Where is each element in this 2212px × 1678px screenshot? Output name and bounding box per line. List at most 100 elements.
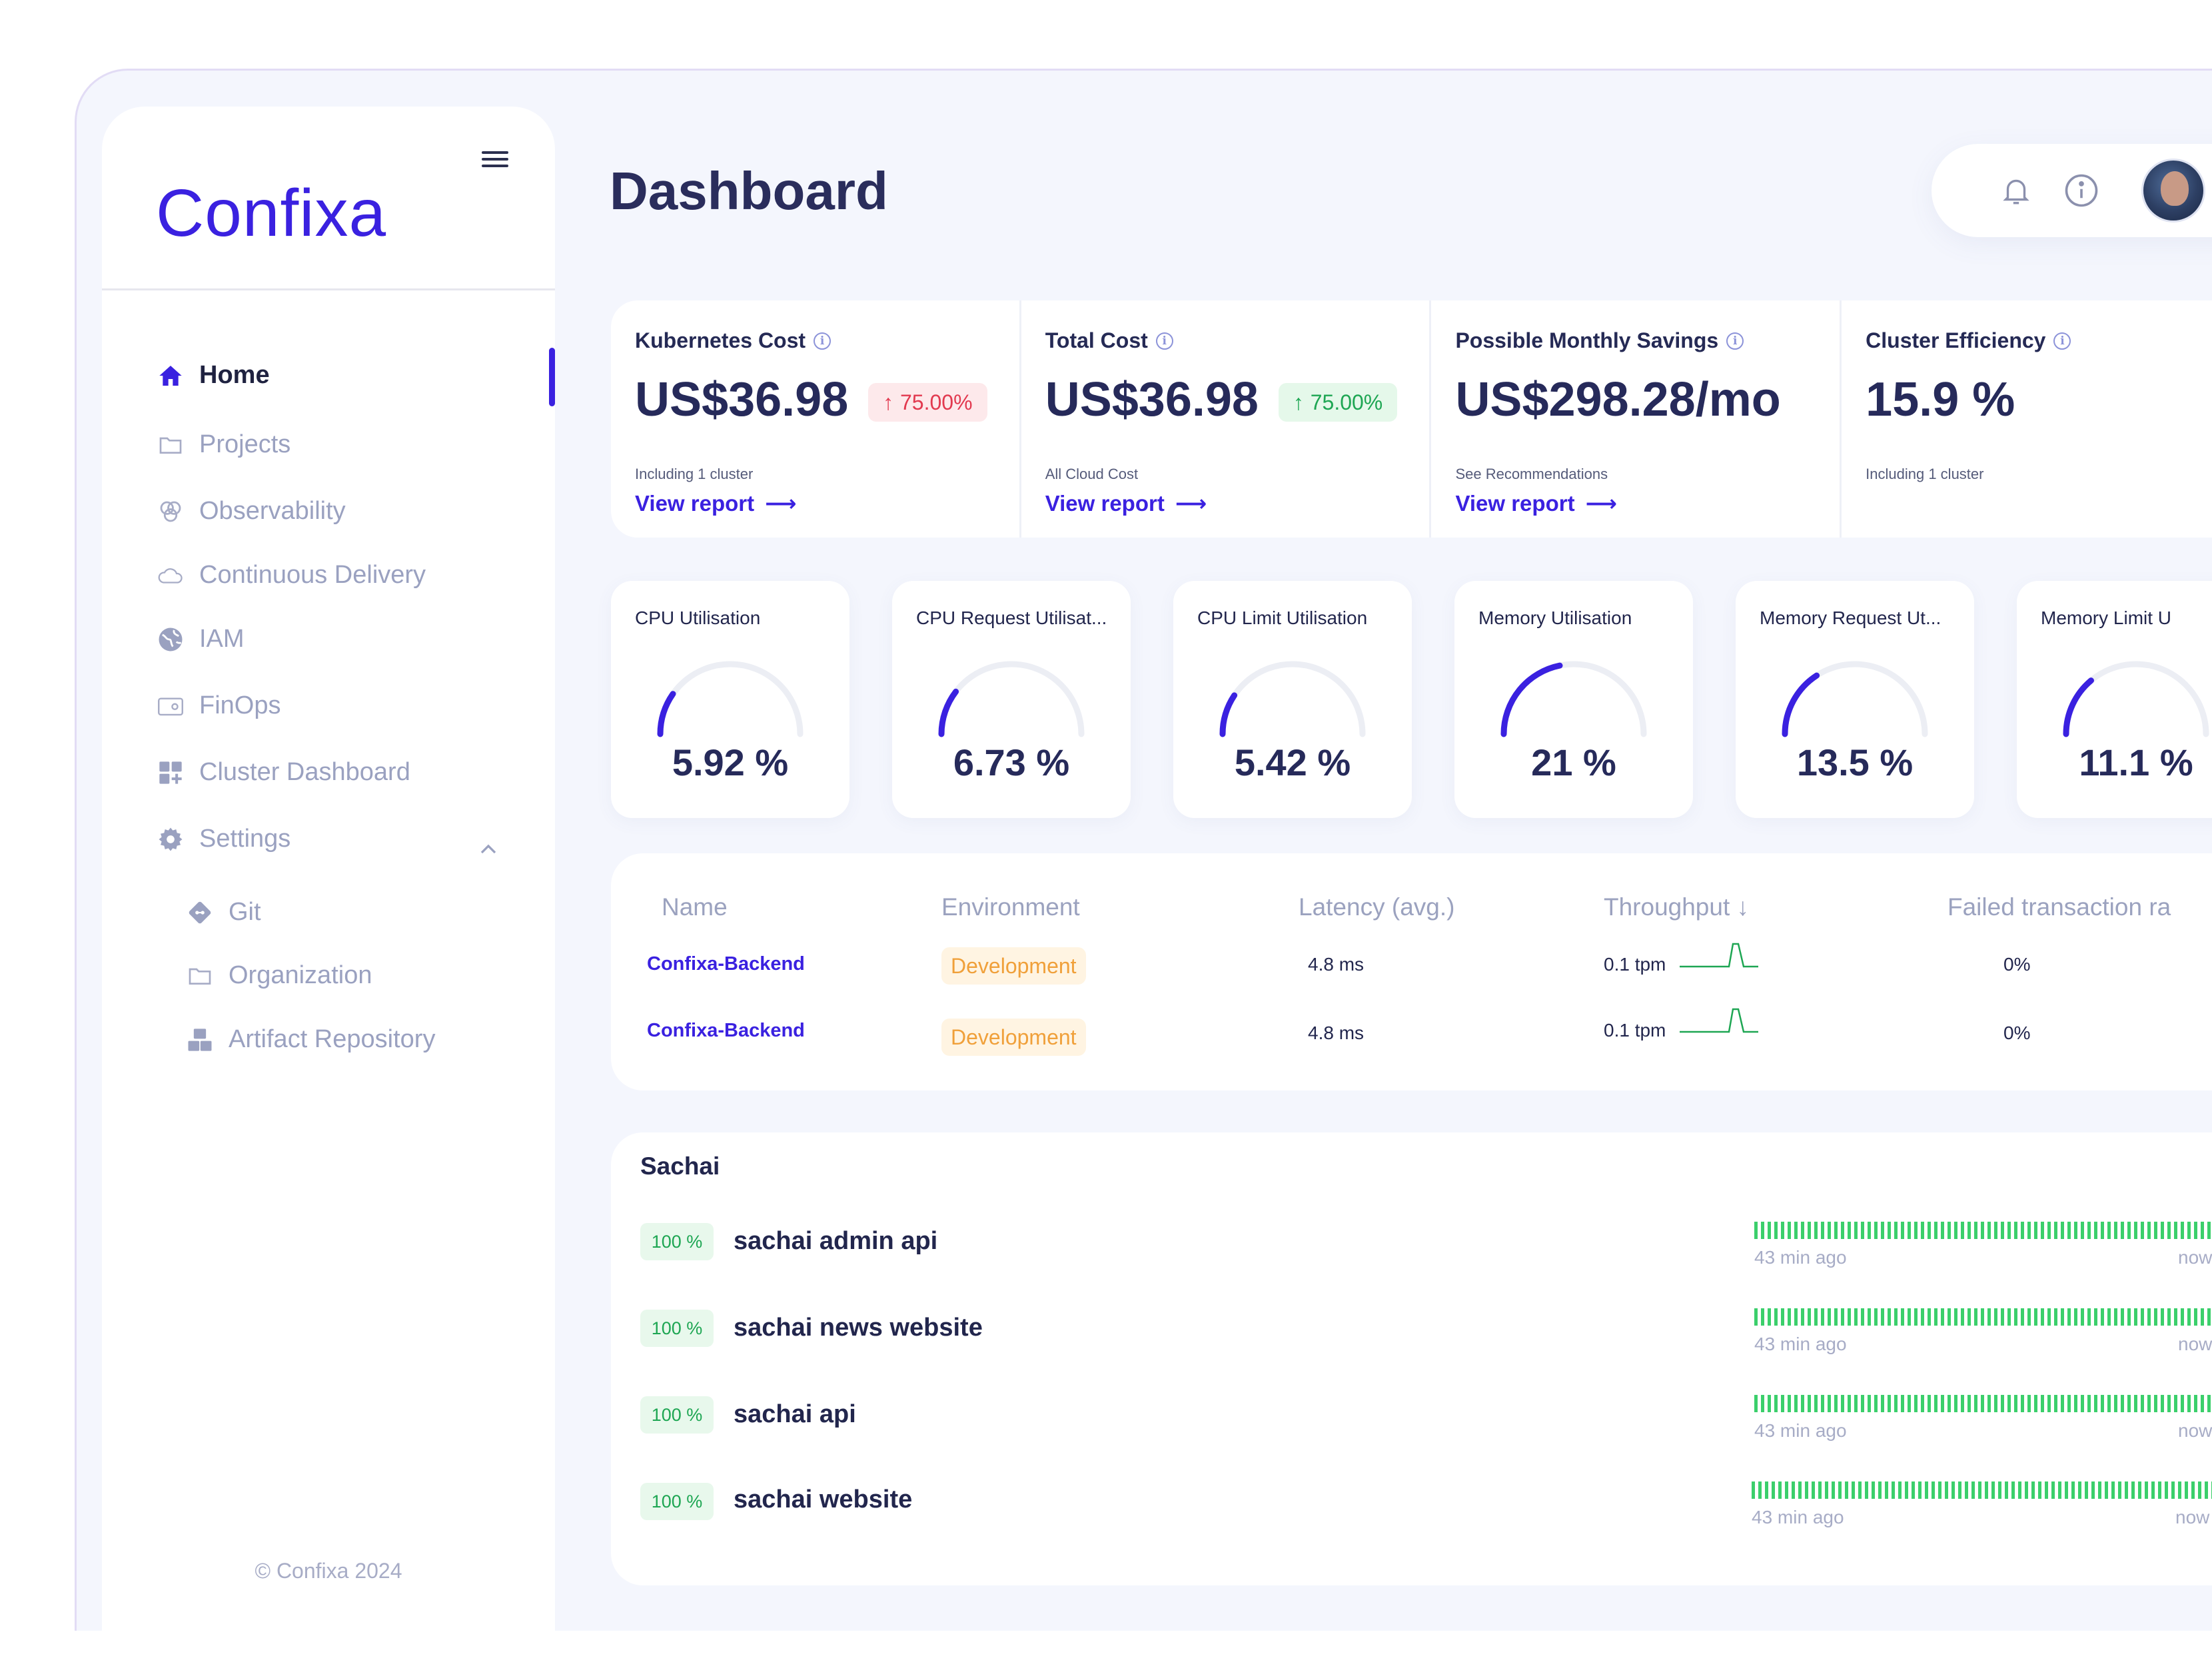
gauge-card: CPU Utilisation 5.92 % [611,581,849,818]
sidebar-item-cluster-dashboard[interactable]: Cluster Dashboard [157,758,410,787]
card-title-text: Total Cost [1045,328,1148,352]
gauge-value: 6.73 % [953,741,1070,783]
throughput-value: 0.1 tpm [1604,1020,1666,1041]
git-icon [186,899,214,927]
gauge-card: Memory Utilisation 21 % [1454,581,1693,818]
info-icon[interactable] [2063,173,2099,209]
column-header-environment[interactable]: Environment [941,893,1080,921]
arrow-right-icon: ⟶ [1585,491,1617,516]
bell-icon[interactable] [1999,174,2033,207]
arrow-up-icon: ↑ [883,390,893,414]
sidebar-item-iam[interactable]: IAM [157,625,245,653]
info-icon[interactable]: i [1155,332,1173,350]
gauge-fill-arc [2063,677,2094,737]
card-value: US$36.98 [1045,373,1259,426]
service-name-link[interactable]: Confixa-Backend [647,953,805,975]
gauge-title: CPU Utilisation [635,608,761,628]
project-title: Sachai [640,1152,720,1180]
card-title-text: Possible Monthly Savings [1455,328,1719,352]
sidebar-item-finops[interactable]: FinOps [157,691,280,720]
folder-icon [157,431,185,459]
footer-copyright: © Confixa 2024 [102,1559,555,1583]
view-report-link[interactable]: View report ⟶ [635,490,796,516]
failed-rate-value: 0% [2003,954,2031,975]
card-subtitle: All Cloud Cost [1045,466,1139,482]
gauge-title: Memory Limit U [2041,608,2172,628]
info-icon[interactable]: i [2053,332,2071,350]
gauge-value: 21 % [1531,741,1616,783]
arrow-right-icon: ⟶ [765,491,797,516]
card-value: US$36.98 [635,373,849,426]
column-header-failed-transactions[interactable]: Failed transaction ra [1947,893,2171,921]
column-header-name[interactable]: Name [662,893,728,921]
time-end: now [2178,1334,2212,1354]
sidebar-item-projects[interactable]: Projects [157,430,290,459]
sidebar-subitem-artifact-repository[interactable]: Artifact Repository [186,1025,435,1054]
sidebar-divider [102,288,555,290]
info-icon[interactable]: i [1726,332,1744,350]
service-name-link[interactable]: Confixa-Backend [647,1020,805,1041]
avatar[interactable] [2141,159,2205,222]
cloud-icon [157,562,185,590]
link-text: View report [1045,490,1165,516]
uptime-bars [1754,1395,2212,1412]
gear-icon [157,825,185,853]
page-title: Dashboard [610,161,888,220]
gauge-card: Memory Limit U 11.1 % [2017,581,2212,818]
app-logo[interactable]: Confixa [156,176,387,250]
time-start: 43 min ago [1752,1507,1844,1527]
uptime-bars [1754,1308,2212,1326]
time-end: now [2175,1507,2210,1527]
service-name: sachai news website [734,1314,983,1342]
view-report-link[interactable]: View report ⟶ [1455,490,1616,516]
service-name: sachai api [734,1400,856,1428]
throughput-sparkline [1680,1008,1758,1033]
card-title: Kubernetes Cost i [635,328,831,353]
throughput-value: 0.1 tpm [1604,954,1666,975]
latency-value: 4.8 ms [1308,954,1365,975]
card-title: Cluster Efficiency i [1866,328,2071,353]
card-value: 15.9 % [1866,373,2015,426]
gauge-fill-arc [1782,672,1820,737]
card-title-text: Kubernetes Cost [635,328,806,352]
change-badge: ↑ 75.00% [1278,383,1398,422]
uptime-monitor: Sachai 100 % sachai admin api 43 min ago… [611,1132,2212,1585]
view-report-link[interactable]: View report ⟶ [1045,490,1207,516]
app-window: Confixa Home Projects Observability [75,69,2212,1631]
change-badge: ↑ 75.00% [868,383,987,422]
sidebar-item-continuous-delivery[interactable]: Continuous Delivery [157,561,426,590]
sidebar-item-home[interactable]: Home [157,361,270,390]
sidebar: Confixa Home Projects Observability [102,107,555,1631]
chevron-up-icon[interactable] [475,836,502,863]
sidebar-subitem-git[interactable]: Git [186,898,261,927]
gauge-arc [1500,661,1647,737]
sidebar-item-label: Organization [229,961,372,989]
uptime-badge: 100 % [640,1483,714,1520]
column-header-latency[interactable]: Latency (avg.) [1299,893,1455,921]
arrow-up-icon: ↑ [1293,390,1304,414]
sidebar-item-settings[interactable]: Settings [157,825,290,853]
badge-text: 75.00% [900,390,973,414]
observability-icon [157,498,185,526]
card-subtitle: See Recommendations [1455,466,1608,482]
uptime-badge: 100 % [640,1223,714,1260]
sidebar-subitem-organization[interactable]: Organization [186,961,372,990]
card-value: US$298.28/mo [1455,373,1781,426]
gauge-title: CPU Limit Utilisation [1197,608,1368,628]
time-start: 43 min ago [1754,1334,1847,1354]
menu-toggle-icon[interactable] [482,146,508,173]
sidebar-item-observability[interactable]: Observability [157,497,346,526]
info-icon[interactable]: i [814,332,831,350]
gauge-card: Memory Request Ut... 13.5 % [1736,581,1974,818]
link-text: View report [1455,490,1575,516]
gauge-title: Memory Utilisation [1478,608,1632,628]
gauge-fill-arc [1219,692,1238,737]
uptime-badge: 100 % [640,1310,714,1347]
gauge-title: CPU Request Utilisat... [916,608,1107,628]
gauge-value: 11.1 % [2079,741,2193,783]
sidebar-item-label: Observability [199,497,346,525]
column-header-throughput[interactable]: Throughput ↓ [1604,893,1750,921]
home-icon [157,362,185,390]
card-subtitle: Including 1 cluster [1866,466,1984,482]
time-end: now [2178,1420,2212,1441]
